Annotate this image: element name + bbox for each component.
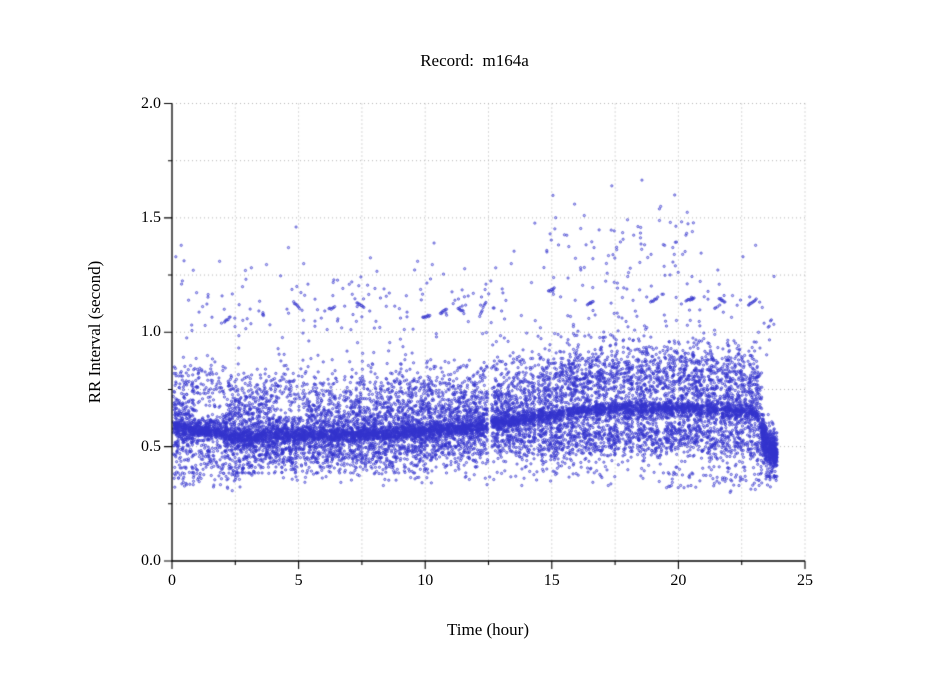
x-tick-label: 10 bbox=[417, 572, 434, 589]
y-tick-label: 1.5 bbox=[141, 208, 161, 226]
x-tick-label: 25 bbox=[797, 572, 813, 589]
x-tick-label: 5 bbox=[294, 572, 303, 589]
x-tick-label: 15 bbox=[543, 572, 560, 589]
y-tick-label: 0.5 bbox=[141, 437, 161, 455]
x-tick-label: 20 bbox=[670, 572, 687, 589]
y-tick-label: 2.0 bbox=[141, 94, 161, 112]
x-tick-label: 0 bbox=[168, 572, 176, 589]
y-tick-label: 0.0 bbox=[141, 552, 161, 569]
y-tick-label: 1.0 bbox=[141, 323, 161, 341]
